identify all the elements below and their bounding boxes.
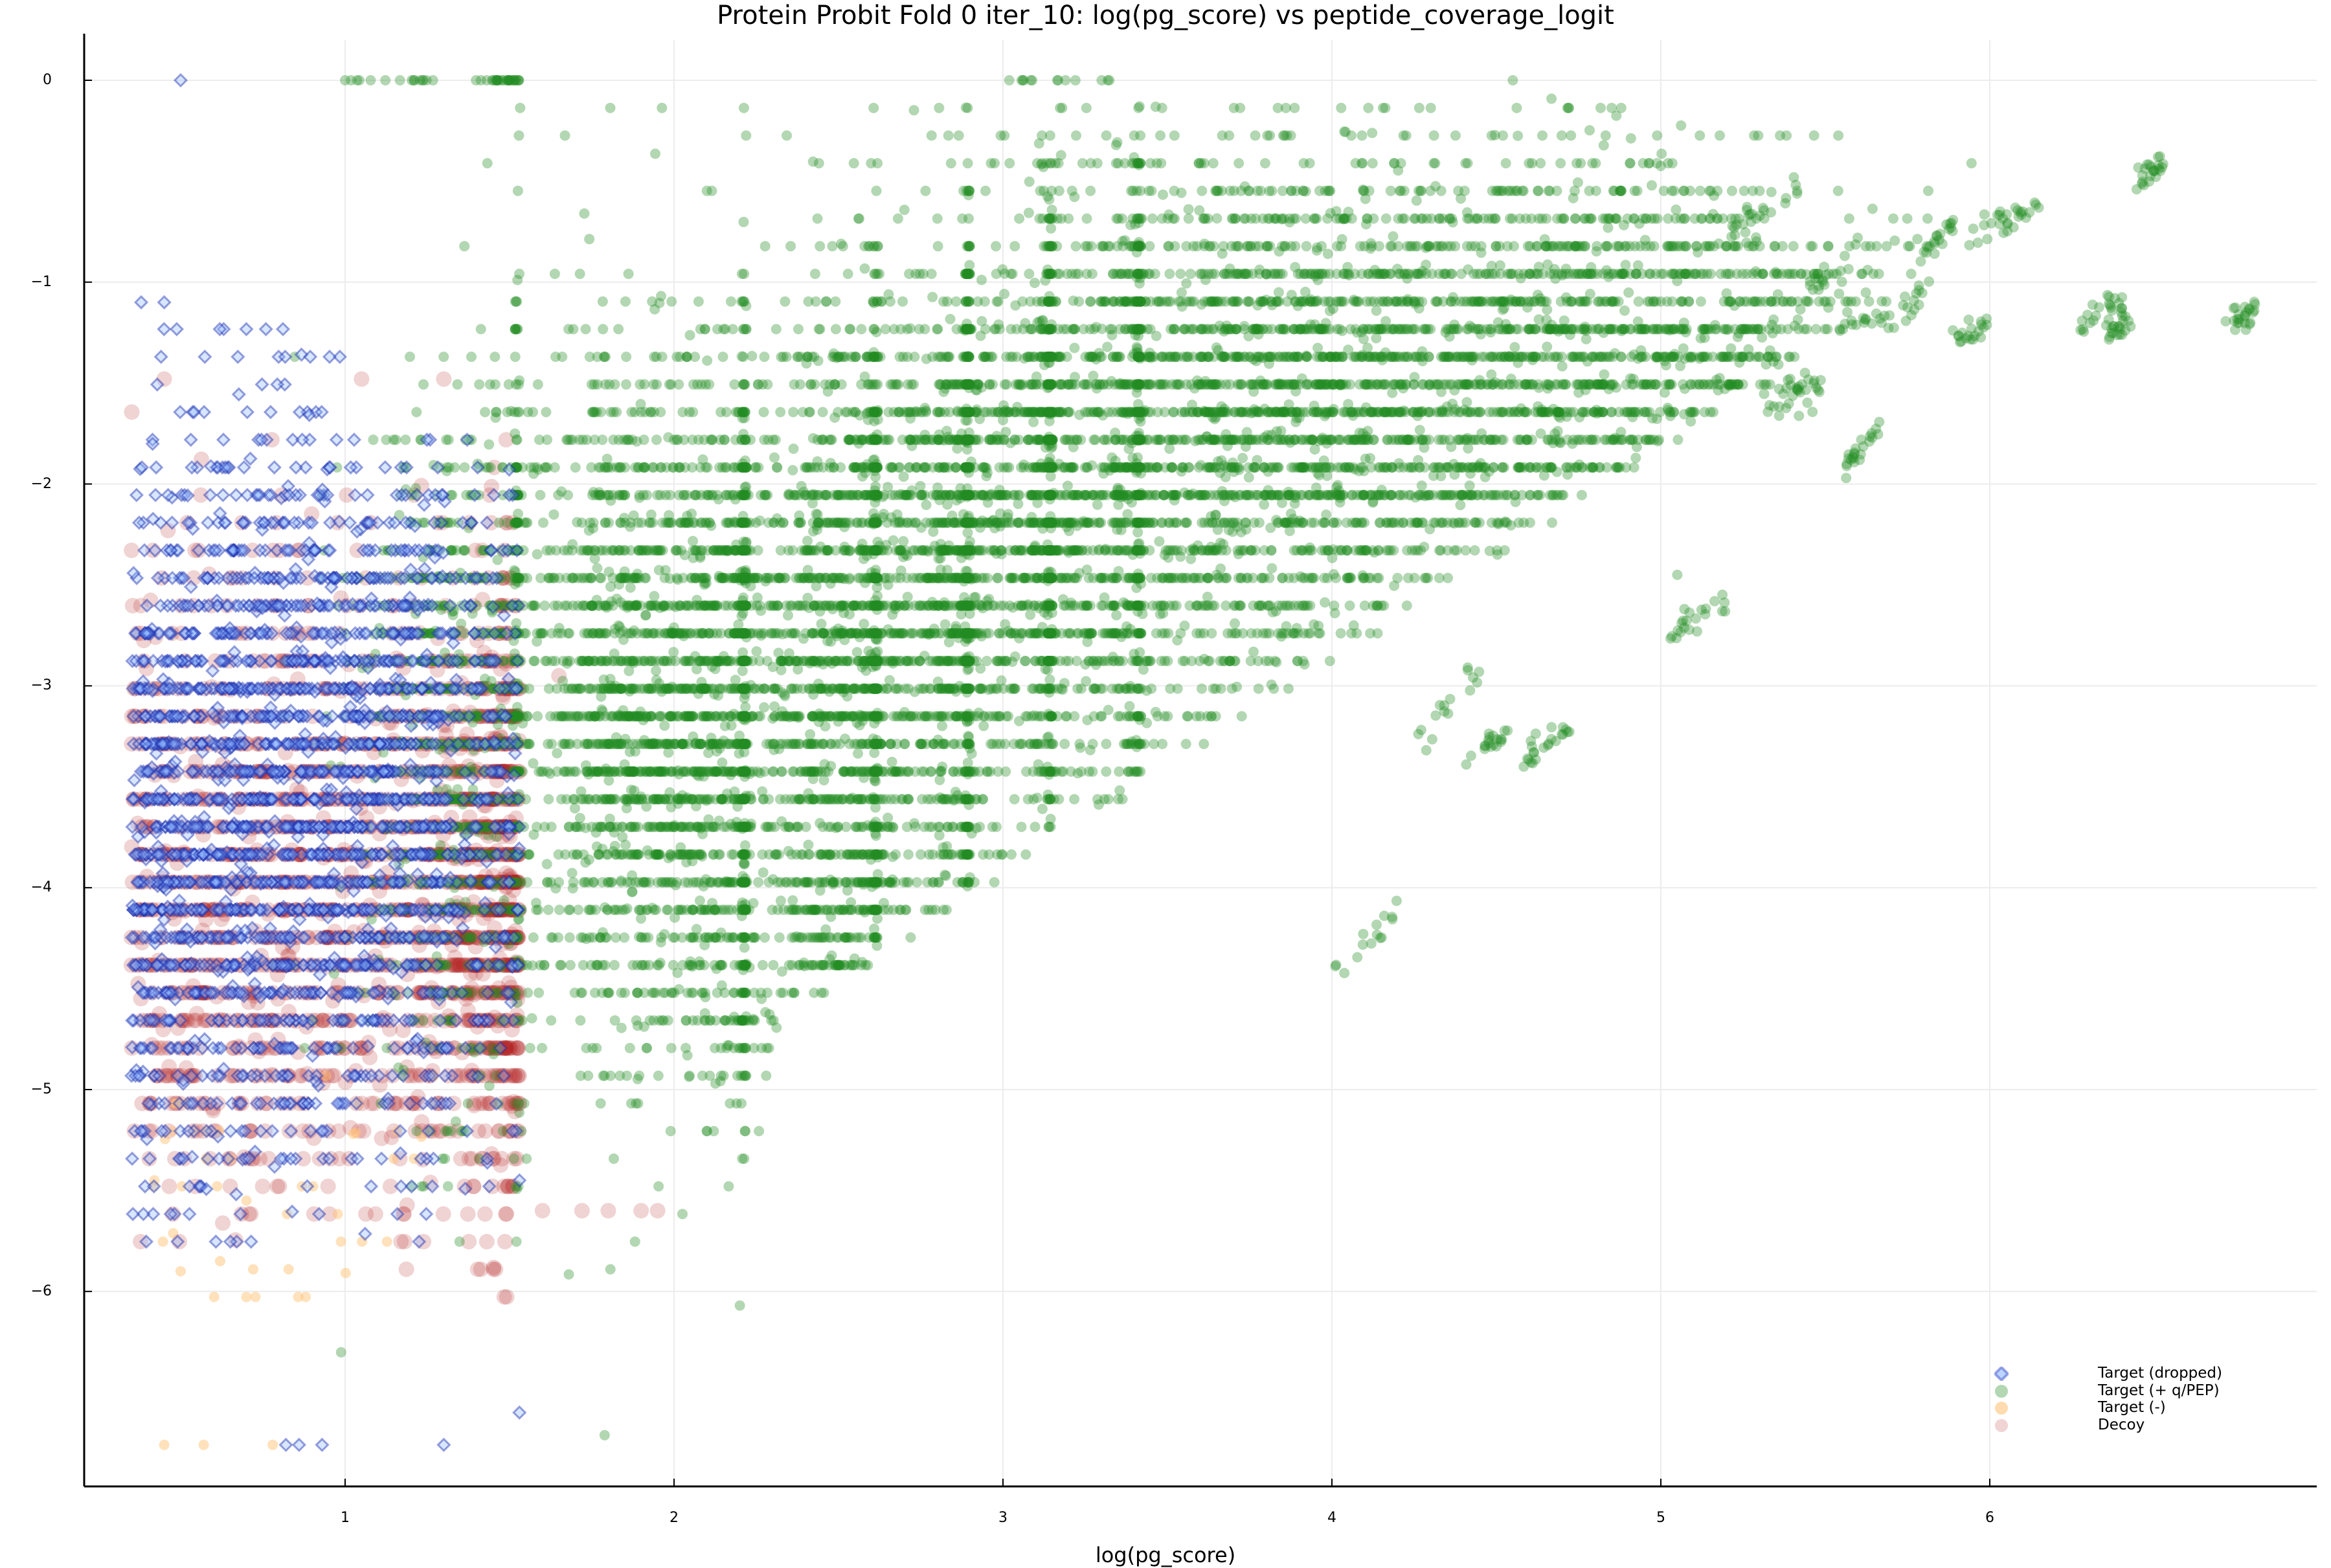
y-tick-label: −3 [0, 677, 52, 694]
circle-marker-icon [1994, 1418, 2009, 1433]
gridlines [84, 40, 2317, 1486]
y-tick-label: −2 [0, 476, 52, 493]
y-tick-label: −4 [0, 879, 52, 896]
x-tick-label: 2 [655, 1510, 693, 1527]
legend-label: Target (+ q/PEP) [2098, 1382, 2220, 1399]
x-tick-label: 1 [326, 1510, 365, 1527]
axes [84, 34, 2317, 1486]
legend-label: Decoy [2098, 1417, 2145, 1433]
y-tick-label: −1 [0, 274, 52, 291]
legend-label: Target (dropped) [2098, 1365, 2222, 1382]
legend: Target (dropped) Target (+ q/PEP) Target… [1981, 1365, 2266, 1433]
legend-item-target-positive: Target (+ q/PEP) [1981, 1382, 2266, 1400]
circle-marker-icon [1994, 1401, 2009, 1415]
series-target-positive [269, 75, 2260, 1440]
x-tick-label: 6 [1970, 1510, 2009, 1527]
y-tick-label: −5 [0, 1081, 52, 1098]
legend-item-decoy: Decoy [1981, 1417, 2266, 1434]
x-axis-label: log(pg_score) [0, 1542, 2331, 1568]
x-tick-label: 3 [984, 1510, 1022, 1527]
y-tick-label: −6 [0, 1283, 52, 1300]
legend-item-target-dropped: Target (dropped) [1981, 1365, 2266, 1382]
y-tick-label: 0 [0, 72, 52, 89]
legend-label: Target (-) [2098, 1399, 2166, 1416]
series-decoy [124, 372, 666, 1305]
circle-marker-icon [1994, 1384, 2009, 1398]
x-tick-label: 4 [1312, 1510, 1351, 1527]
legend-item-target-negative: Target (-) [1981, 1399, 2266, 1417]
diamond-marker-icon [1994, 1367, 2009, 1381]
x-tick-label: 5 [1641, 1510, 1680, 1527]
